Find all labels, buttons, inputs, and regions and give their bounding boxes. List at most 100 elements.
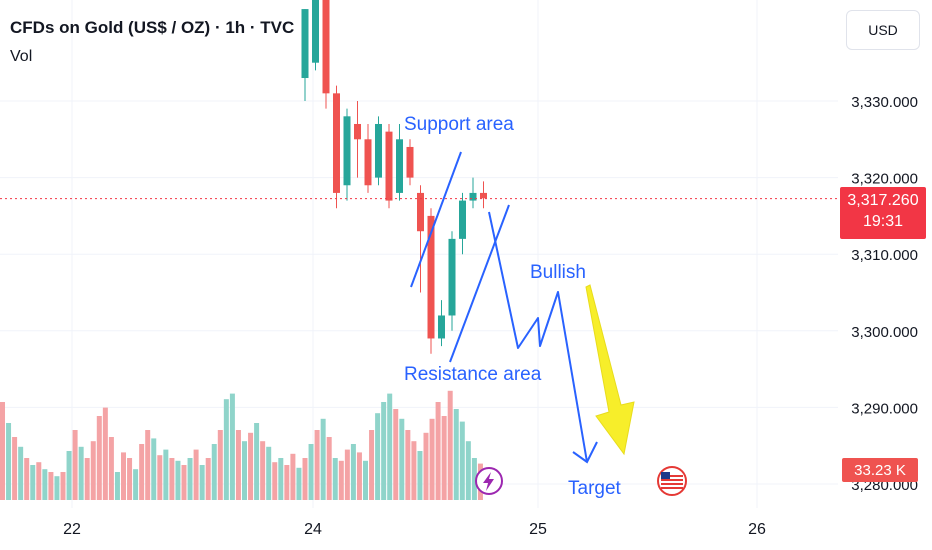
price-axis-label-4: 3,290.000	[851, 400, 918, 417]
volume-bar-67	[405, 430, 411, 500]
bar-countdown: 19:31	[862, 213, 904, 230]
volume-bar-25	[151, 438, 157, 500]
volume-bar-46	[278, 458, 284, 500]
candle-body-11	[417, 192, 424, 232]
volume-bar-51	[308, 444, 314, 500]
volume-bar-39	[235, 430, 241, 500]
volume-bar-11	[66, 451, 72, 500]
volume-bar-1	[6, 423, 12, 500]
volume-bar-52	[314, 430, 320, 500]
chart-title: CFDs on Gold (US$ / OZ) · 1h · TVC	[10, 18, 295, 37]
volume-bar-5	[30, 465, 36, 500]
volume-bar-34	[205, 458, 211, 500]
currency-selector[interactable]: USD	[846, 10, 920, 50]
volume-bar-29	[175, 460, 181, 500]
last-price-badge: 3,317.260 19:31	[840, 187, 926, 239]
volume-value-badge: 33.23 K	[842, 458, 918, 482]
volume-bar-77	[465, 441, 471, 500]
upper-trendline	[410, 151, 462, 288]
flag-stripe-0	[661, 475, 683, 477]
volume-bar-48	[290, 453, 296, 500]
candle-body-7	[375, 123, 382, 178]
volume-bar-41	[248, 432, 254, 500]
volume-bar-36	[217, 430, 223, 500]
candle-body-16	[469, 192, 477, 201]
volume-bar-59	[356, 452, 362, 500]
volume-bar-33	[199, 465, 205, 500]
volume-bar-13	[78, 446, 84, 500]
volume-bar-16	[96, 416, 102, 500]
volume-bar-49	[296, 467, 302, 500]
candle-body-8	[385, 131, 393, 201]
candle-body-6	[364, 139, 372, 186]
volume-bar-47	[284, 465, 290, 500]
volume-bar-40	[242, 441, 247, 500]
volume-bar-71	[429, 418, 435, 500]
resistance-area-label: Resistance area	[404, 364, 542, 385]
volume-bar-18	[108, 437, 114, 500]
volume-bar-9	[54, 476, 60, 500]
volume-bar-14	[84, 458, 90, 500]
volume-bar-64	[387, 393, 393, 500]
candle-body-17	[480, 192, 487, 199]
volume-bar-37	[223, 399, 229, 500]
volume-bar-3	[18, 446, 24, 500]
volume-bar-0	[0, 402, 5, 500]
volume-bar-27	[163, 449, 169, 500]
candle-body-9	[396, 139, 403, 193]
volume-bar-69	[417, 451, 423, 500]
price-axis-label-3: 3,300.000	[851, 324, 918, 341]
price-axis-label-0: 3,330.000	[851, 94, 918, 111]
volume-bar-58	[350, 444, 356, 500]
volume-bar-15	[90, 441, 96, 500]
volume-bar-63	[381, 402, 387, 500]
volume-bar-17	[102, 407, 108, 500]
flag-canton	[661, 472, 670, 479]
target-label: Target	[568, 478, 622, 499]
volume-bar-32	[193, 449, 199, 500]
last-price-value: 3,317.260	[847, 192, 919, 209]
projected-arrowhead	[572, 441, 598, 464]
volume-bar-53	[320, 418, 326, 500]
volume-bar-42	[254, 423, 260, 500]
volume-bar-68	[411, 441, 417, 500]
volume-bar-23	[139, 444, 145, 500]
volume-bar-28	[169, 458, 175, 500]
volume-bar-43	[260, 441, 266, 500]
candle-body-1	[312, 0, 319, 63]
candle-body-12	[427, 215, 435, 339]
volume-bar-22	[133, 469, 139, 500]
volume-bar-78	[471, 458, 477, 500]
lightning-icon-bolt	[483, 472, 494, 491]
candle-body-2	[322, 0, 330, 94]
volume-bar-7	[42, 469, 48, 500]
volume-bar-73	[441, 416, 447, 500]
support-area-label: Support area	[404, 114, 514, 135]
volume-bar-66	[399, 418, 405, 500]
candle-body-15	[459, 200, 466, 239]
projected-path	[488, 211, 588, 463]
volume-bar-35	[211, 444, 217, 500]
volume-indicator-label[interactable]: Vol	[10, 48, 33, 65]
volume-bar-30	[181, 465, 187, 500]
time-axis-label-2: 25	[529, 521, 547, 538]
volume-bar-12	[72, 430, 78, 500]
volume-bar-21	[127, 458, 133, 500]
volume-bar-24	[145, 430, 151, 500]
lightning-event-icon[interactable]	[475, 467, 503, 495]
flag-stripe-2	[661, 483, 683, 485]
time-axis-label-0: 22	[63, 521, 81, 538]
volume-bar-74	[447, 390, 453, 500]
volume-bar-45	[272, 462, 278, 500]
volume-bar-20	[121, 452, 126, 500]
candle-body-3	[333, 93, 340, 193]
volume-bar-44	[266, 446, 272, 500]
volume-bar-50	[302, 458, 308, 500]
volume-bar-8	[48, 472, 54, 500]
volume-bar-65	[393, 409, 399, 500]
candle-body-4	[343, 116, 351, 186]
candle-body-5	[354, 123, 361, 140]
us-flag-icon[interactable]	[657, 466, 687, 496]
